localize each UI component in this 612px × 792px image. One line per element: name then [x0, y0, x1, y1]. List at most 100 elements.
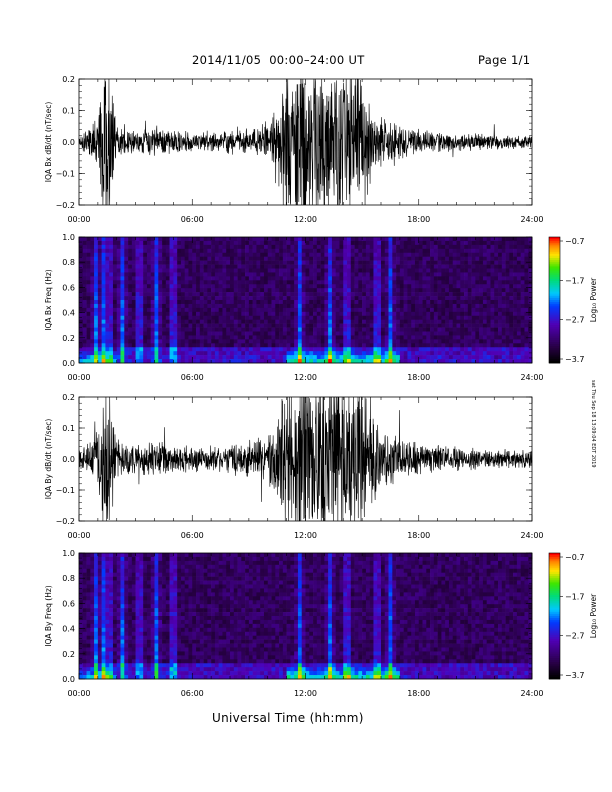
spectrogram-cell	[505, 355, 510, 360]
spectrogram-cell	[486, 252, 491, 257]
spectrogram-cell	[124, 596, 129, 601]
spectrogram-cell	[301, 359, 306, 364]
spectrogram-cell	[97, 643, 102, 648]
spectrogram-cell	[207, 284, 212, 289]
spectrogram-cell	[482, 268, 488, 273]
spectrogram-cell	[128, 553, 133, 558]
spectrogram-cell	[275, 307, 280, 313]
spectrogram-cell	[192, 303, 197, 309]
spectrogram-cell	[79, 643, 84, 648]
spectrogram-cell	[343, 351, 348, 356]
spectrogram-cell	[365, 252, 370, 257]
spectrogram-cell	[505, 335, 510, 340]
spectrogram-cell	[388, 331, 393, 336]
spectrogram-cell	[109, 296, 114, 301]
spectrogram-cell	[82, 671, 87, 676]
spectrogram-cell	[516, 311, 521, 317]
spectrogram-cell	[97, 580, 102, 585]
spectrogram-cell	[143, 616, 148, 621]
spectrogram-cell	[494, 300, 499, 305]
spectrogram-cell	[309, 240, 314, 246]
spectrogram-cell	[214, 339, 219, 344]
spectrogram-cell	[482, 272, 488, 277]
spectrogram-cell	[445, 311, 450, 317]
spectrogram-cell	[422, 303, 427, 309]
spectrogram-cell	[237, 315, 242, 320]
spectrogram-cell	[422, 355, 427, 360]
spectrogram-cell	[328, 343, 333, 348]
spectrogram-cell	[173, 335, 178, 340]
spectrogram-cell	[294, 248, 299, 254]
spectrogram-cell	[433, 264, 438, 269]
spectrogram-cell	[347, 296, 352, 301]
x-tick-label: 06:00	[181, 373, 204, 382]
spectrogram-cell	[475, 343, 480, 348]
spectrogram-cell	[97, 556, 102, 562]
spectrogram-cell	[146, 608, 152, 613]
spectrogram-cell	[196, 315, 201, 320]
spectrogram-cell	[139, 288, 144, 293]
spectrogram-cell	[101, 619, 106, 625]
spectrogram-cell	[143, 268, 148, 273]
spectrogram-cell	[350, 331, 355, 336]
spectrogram-cell	[339, 311, 344, 317]
spectrogram-cell	[490, 252, 495, 257]
spectrogram-cell	[445, 307, 450, 313]
spectrogram-cell	[384, 323, 389, 328]
spectrogram-cell	[124, 560, 129, 566]
spectrogram-cell	[112, 667, 118, 672]
colorbar-swatch	[549, 247, 560, 250]
spectrogram-cell	[211, 319, 216, 324]
spectrogram-cell	[135, 335, 140, 340]
spectrogram-cell	[241, 303, 246, 309]
spectrogram-cell	[105, 319, 110, 324]
spectrogram-cell	[437, 248, 442, 254]
spectrogram-cell	[143, 560, 148, 566]
spectrogram-cell	[328, 359, 333, 364]
spectrogram-cell	[214, 311, 219, 317]
spectrogram-cell	[94, 663, 99, 668]
spectrogram-cell	[286, 343, 291, 348]
spectrogram-cell	[101, 596, 106, 601]
spectrogram-cell	[173, 355, 178, 360]
spectrogram-cell	[124, 553, 129, 558]
spectrogram-cell	[128, 240, 133, 246]
spectrogram-cell	[498, 284, 503, 289]
spectrogram-cell	[324, 300, 329, 305]
spectrogram-cell	[399, 272, 404, 277]
spectrogram-cell	[116, 639, 121, 644]
spectrogram-cell	[369, 307, 374, 313]
spectrogram-cell	[184, 240, 189, 246]
spectrogram-cell	[343, 272, 348, 277]
spectrogram-cell	[79, 635, 84, 640]
spectrogram-cell	[263, 268, 269, 273]
spectrogram-cell	[226, 280, 231, 285]
spectrogram-cell	[256, 268, 261, 273]
spectrogram-cell	[388, 300, 393, 305]
spectrogram-cell	[441, 276, 446, 281]
spectrogram-cell	[313, 237, 318, 242]
spectrogram-cell	[494, 355, 499, 360]
spectrogram-cell	[192, 296, 197, 301]
spectrogram-cell	[158, 639, 163, 644]
spectrogram-cell	[124, 335, 129, 340]
spectrogram-cell	[248, 237, 253, 242]
spectrogram-cell	[365, 331, 370, 336]
spectrogram-cell	[498, 264, 503, 269]
spectrogram-cell	[226, 323, 231, 328]
spectrogram-cell	[297, 284, 303, 289]
spectrogram-cell	[407, 272, 412, 277]
spectrogram-cell	[226, 256, 231, 261]
spectrogram-cell	[101, 323, 106, 328]
spectrogram-cell	[192, 343, 197, 348]
spectrogram-cell	[365, 303, 370, 309]
spectrogram-cell	[203, 284, 208, 289]
spectrogram-cell	[86, 616, 91, 621]
spectrogram-cell	[479, 319, 484, 324]
spectrogram-cell	[154, 635, 159, 640]
spectrogram-cell	[324, 248, 329, 254]
spectrogram-cell	[377, 343, 382, 348]
spectrogram-cell	[505, 347, 510, 352]
spectrogram-cell	[328, 272, 333, 277]
spectrogram-cell	[305, 319, 310, 324]
